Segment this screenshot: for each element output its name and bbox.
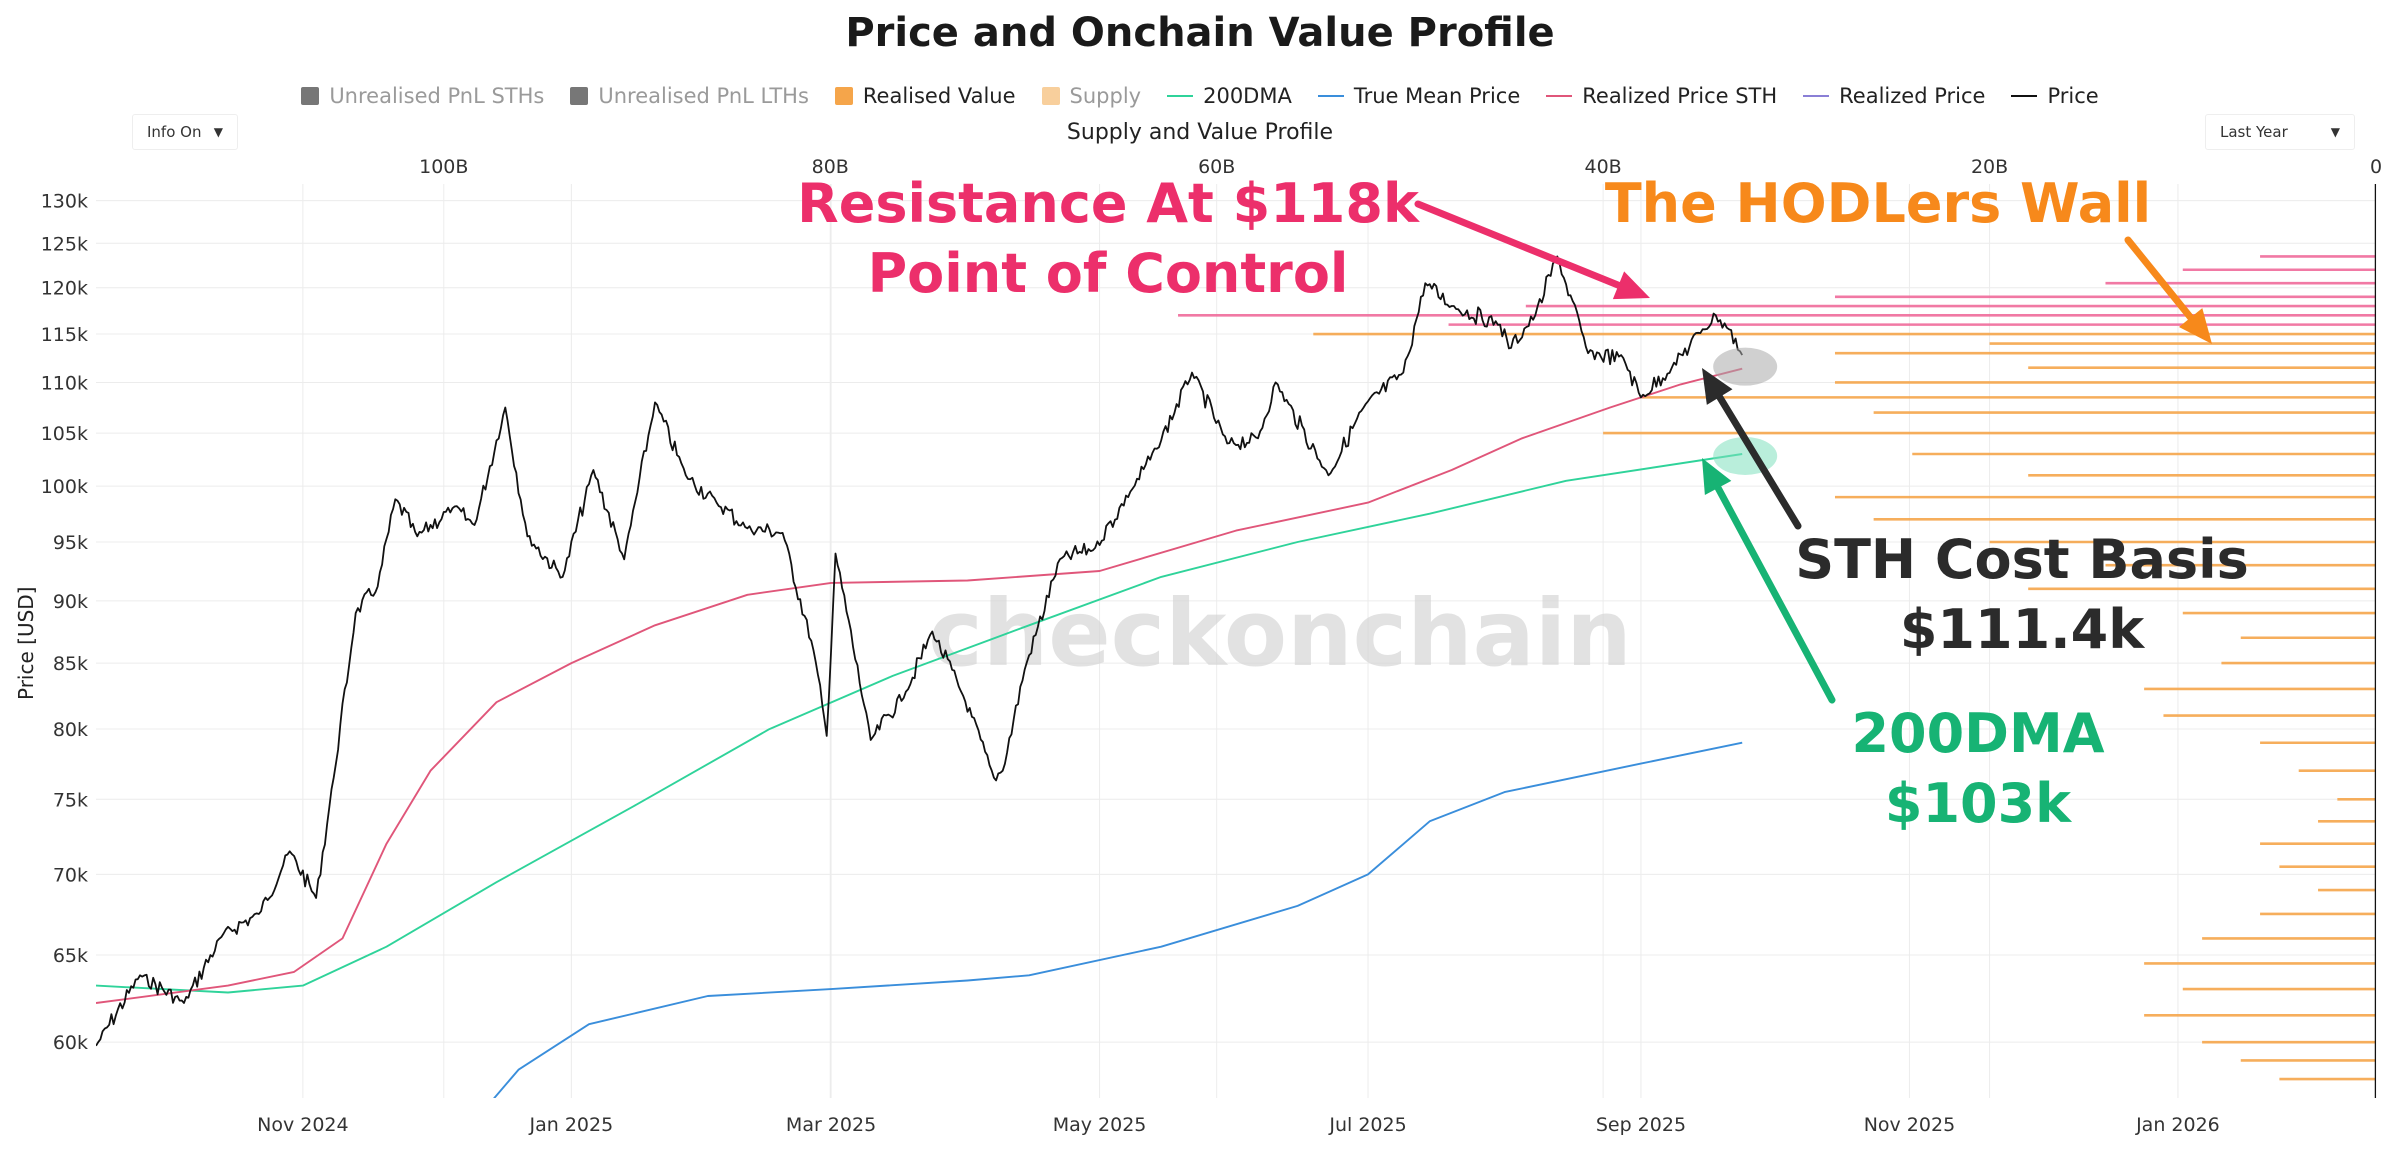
y-tick-label: 60k bbox=[53, 1032, 88, 1054]
range-select-label: Last Year bbox=[2220, 123, 2288, 141]
x-tick-label: Sep 2025 bbox=[1596, 1114, 1686, 1136]
hodlers-arrow-shaft bbox=[2124, 236, 2195, 322]
legend-label: Price bbox=[2047, 84, 2099, 108]
y-tick-label: 90k bbox=[53, 591, 88, 613]
legend-swatch bbox=[301, 87, 320, 105]
y-tick-label: 65k bbox=[53, 945, 88, 967]
annotation-sth-cost-basis: STH Cost Basis bbox=[1795, 528, 2249, 591]
profile-tick-label: 60B bbox=[1198, 156, 1235, 178]
legend-swatch bbox=[2011, 95, 2038, 97]
annotations: Resistance At $118k Point of Control The H… bbox=[797, 172, 2249, 835]
y-tick-label: 115k bbox=[41, 324, 88, 346]
y-tick-label: 125k bbox=[41, 233, 88, 255]
legend-label: Unrealised PnL STHs bbox=[329, 84, 545, 108]
legend-label: 200DMA bbox=[1203, 84, 1292, 108]
x-tick-label: Jul 2025 bbox=[1328, 1114, 1406, 1136]
y-tick-label: 85k bbox=[53, 653, 88, 675]
y-tick-label: 80k bbox=[53, 719, 88, 741]
profile-tick-label: 80B bbox=[812, 156, 849, 178]
resistance-arrow-head bbox=[1612, 271, 1650, 300]
hodlers-arrow-head bbox=[2178, 308, 2212, 344]
sth-arrow bbox=[1702, 368, 1802, 530]
y-tick-label: 120k bbox=[41, 278, 88, 300]
legend-swatch bbox=[1041, 87, 1060, 105]
dma-arrow-shaft bbox=[1714, 484, 1836, 704]
legend-swatch bbox=[834, 87, 853, 105]
x-tick-label: Jan 2025 bbox=[529, 1114, 614, 1136]
annotation-hodlers-wall: The HODLers Wall bbox=[1605, 172, 2151, 235]
y-tick-label: 95k bbox=[53, 532, 88, 554]
x-tick-label: May 2025 bbox=[1053, 1114, 1147, 1136]
legend-item[interactable]: Price bbox=[2011, 84, 2099, 108]
y-tick-label: 75k bbox=[53, 789, 88, 811]
y-tick-label: 100k bbox=[41, 476, 88, 498]
legend: Unrealised PnL STHs Unrealised PnL LTHs Re… bbox=[0, 84, 2400, 108]
profile-bars bbox=[1178, 184, 2376, 1098]
annotation-200dma-value: $103k bbox=[1885, 772, 2072, 835]
hodlers-arrow bbox=[2124, 236, 2212, 344]
legend-item[interactable]: Unrealised PnL LTHs bbox=[570, 84, 809, 108]
annotation-sth-value: $111.4k bbox=[1900, 598, 2145, 661]
profile-tick-label: 20B bbox=[1971, 156, 2008, 178]
legend-item[interactable]: Realized Price STH bbox=[1546, 84, 1777, 108]
series-lines bbox=[96, 255, 1743, 1098]
legend-label: True Mean Price bbox=[1353, 84, 1521, 108]
info-toggle-label: Info On bbox=[147, 123, 202, 141]
legend-swatch bbox=[1167, 95, 1194, 97]
legend-swatch bbox=[1546, 95, 1573, 97]
legend-label: Realized Price STH bbox=[1582, 84, 1778, 108]
legend-label: Realised Value bbox=[862, 84, 1016, 108]
legend-item[interactable]: True Mean Price bbox=[1317, 84, 1521, 108]
x-tick-label: Nov 2024 bbox=[257, 1114, 348, 1136]
legend-label: Unrealised PnL LTHs bbox=[598, 84, 809, 108]
series-line-true-mean-price bbox=[493, 741, 1743, 1098]
legend-swatch bbox=[1317, 95, 1344, 97]
annotation-200dma: 200DMA bbox=[1851, 702, 2104, 765]
legend-item[interactable]: Unrealised PnL STHs bbox=[301, 84, 544, 108]
supply-profile-label: Supply and Value Profile bbox=[1066, 120, 1334, 145]
y-tick-label: 70k bbox=[53, 864, 88, 886]
legend-item[interactable]: Realized Price bbox=[1803, 84, 1985, 108]
x-tick-label: Nov 2025 bbox=[1864, 1114, 1955, 1136]
sth-cost-basis-highlight bbox=[1713, 347, 1778, 386]
info-toggle-dropdown[interactable]: Info On ▼ bbox=[132, 114, 238, 150]
chevron-down-icon: ▼ bbox=[2330, 125, 2340, 139]
legend-swatch bbox=[1803, 95, 1830, 97]
annotation-point-of-control: Point of Control bbox=[868, 242, 1349, 305]
y-axis-label: Price [USD] bbox=[14, 586, 38, 701]
legend-item[interactable]: Supply bbox=[1041, 84, 1142, 108]
legend-label: Realized Price bbox=[1839, 84, 1986, 108]
legend-swatch bbox=[570, 87, 589, 105]
y-tick-label: 130k bbox=[41, 191, 88, 213]
legend-label: Supply bbox=[1069, 84, 1142, 108]
profile-tick-label: 100B bbox=[419, 156, 468, 178]
y-tick-label: 105k bbox=[41, 423, 88, 445]
dma-arrow bbox=[1702, 458, 1836, 704]
series-line-price bbox=[96, 255, 1743, 1047]
annotation-resistance: Resistance At $118k bbox=[797, 172, 1420, 235]
y-tick-label: 110k bbox=[41, 372, 88, 394]
grid: 60k 65k 70k 75k 80k 85k 90k 95k 100k 105k 110k 115k… bbox=[41, 156, 2382, 1136]
x-tick-label: Mar 2025 bbox=[786, 1114, 876, 1136]
profile-tick-label: 40B bbox=[1585, 156, 1622, 178]
legend-item[interactable]: Realised Value bbox=[834, 84, 1016, 108]
watermark: checkonchain bbox=[928, 580, 1632, 687]
x-tick-label: Jan 2026 bbox=[2135, 1114, 2220, 1136]
chart-title: Price and Onchain Value Profile bbox=[845, 10, 1555, 56]
sth-arrow-head bbox=[1702, 368, 1733, 405]
resistance-arrow bbox=[1414, 200, 1650, 300]
resistance-arrow-shaft bbox=[1414, 200, 1622, 289]
legend-item[interactable]: 200DMA bbox=[1167, 84, 1292, 108]
range-select-dropdown[interactable]: Last Year ▼ bbox=[2205, 114, 2355, 150]
sth-arrow-shaft bbox=[1716, 393, 1802, 530]
profile-tick-label: 0 bbox=[2370, 156, 2382, 178]
series-line-200dma bbox=[96, 453, 1743, 994]
dma-arrow-head bbox=[1702, 458, 1732, 496]
series-line-realized-price-sth bbox=[96, 367, 1743, 1004]
chevron-down-icon: ▼ bbox=[213, 125, 223, 139]
